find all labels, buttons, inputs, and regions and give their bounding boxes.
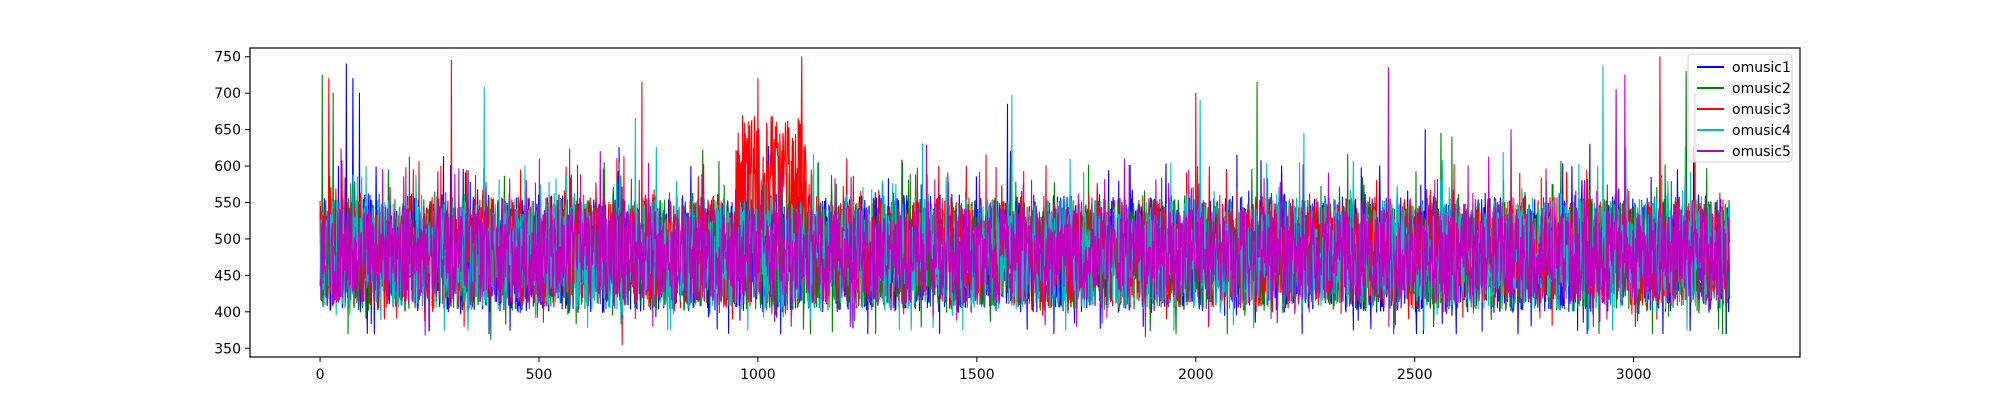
y-tick-label-700: 700: [214, 86, 241, 102]
legend-entry-omusic5: omusic5: [1697, 144, 1791, 160]
legend-label-omusic1: omusic1: [1732, 60, 1791, 76]
x-tick-label-1500: 1500: [959, 367, 995, 383]
y-axis: 350 400 450 500 550 600 650 700 750: [214, 50, 250, 357]
y-tick-label-600: 600: [214, 159, 241, 175]
x-tick-label-3000: 3000: [1616, 367, 1652, 383]
y-tick-label-400: 400: [214, 305, 241, 321]
axis-layer: 0 500 1000 1500 2000 2500 3000 350 400 450 500 550…: [214, 47, 1801, 383]
x-tick-label-2500: 2500: [1397, 367, 1433, 383]
series-layer: [319, 56, 1731, 346]
x-tick-label-500: 500: [526, 367, 553, 383]
x-tick-label-0: 0: [316, 367, 325, 383]
y-tick-label-650: 650: [214, 123, 241, 139]
legend-entry-omusic3: omusic3: [1697, 102, 1791, 118]
legend-box: [1687, 53, 1793, 163]
legend-label-omusic4: omusic4: [1732, 123, 1791, 139]
legend-entry-omusic1: omusic1: [1697, 60, 1791, 76]
y-tick-label-550: 550: [214, 196, 241, 212]
legend-label-omusic5: omusic5: [1732, 144, 1791, 160]
legend: omusic1 omusic2 omusic3 omusic4 omusic5: [1687, 53, 1793, 163]
y-tick-label-500: 500: [214, 232, 241, 248]
legend-entry-omusic4: omusic4: [1697, 123, 1791, 139]
x-axis: 0 500 1000 1500 2000 2500 3000: [316, 357, 1652, 383]
y-tick-label-350: 350: [214, 341, 241, 357]
legend-label-omusic2: omusic2: [1732, 81, 1791, 97]
legend-label-omusic3: omusic3: [1732, 102, 1791, 118]
x-tick-label-2000: 2000: [1178, 367, 1214, 383]
y-tick-label-750: 750: [214, 50, 241, 66]
series-line-omusic5: [319, 67, 1731, 338]
x-tick-label-1000: 1000: [740, 367, 776, 383]
y-tick-label-450: 450: [214, 268, 241, 284]
legend-entry-omusic2: omusic2: [1697, 81, 1791, 97]
